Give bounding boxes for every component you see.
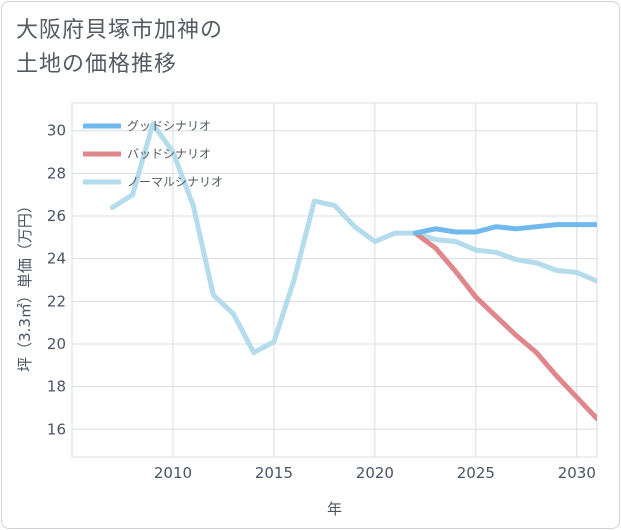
plot-area — [71, 102, 598, 458]
y-tick-label: 24 — [47, 250, 66, 268]
y-tick-label: 22 — [47, 292, 66, 310]
x-tick-label: 2025 — [457, 464, 495, 482]
y-tick-label: 18 — [47, 378, 66, 396]
x-tick-label: 2015 — [255, 464, 293, 482]
x-tick-label: 2020 — [356, 464, 394, 482]
series-line-bad — [412, 230, 597, 422]
x-tick-label: 2010 — [154, 464, 192, 482]
y-tick-label: 20 — [47, 335, 66, 353]
x-axis-label: 年 — [327, 500, 342, 518]
legend-label-bad: バッドシナリオ — [127, 147, 211, 161]
y-tick-label: 28 — [47, 164, 66, 182]
series-lines — [109, 121, 597, 422]
y-tick-label: 26 — [47, 207, 66, 225]
x-tick-label: 2030 — [558, 464, 596, 482]
chart-title: 大阪府貝塚市加神の 土地の価格推移 — [16, 14, 223, 82]
chart-title-line1: 大阪府貝塚市加神の — [16, 18, 224, 43]
y-axis-ticks: 16 18 20 22 24 26 28 30 — [47, 122, 66, 439]
series-line-normal — [109, 121, 597, 355]
legend-label-normal: ノーマルシナリオ — [127, 175, 223, 189]
x-axis-ticks: 2010 2015 2020 2025 2030 — [154, 464, 596, 482]
y-tick-label: 30 — [47, 122, 66, 140]
y-tick-label: 16 — [47, 420, 66, 438]
chart-title-line2: 土地の価格推移 — [16, 52, 178, 77]
y-axis-label: 坪（3.3㎡）単価（万円） — [16, 198, 34, 372]
series-line-good — [412, 222, 597, 236]
legend-label-good: グッドシナリオ — [127, 119, 211, 133]
